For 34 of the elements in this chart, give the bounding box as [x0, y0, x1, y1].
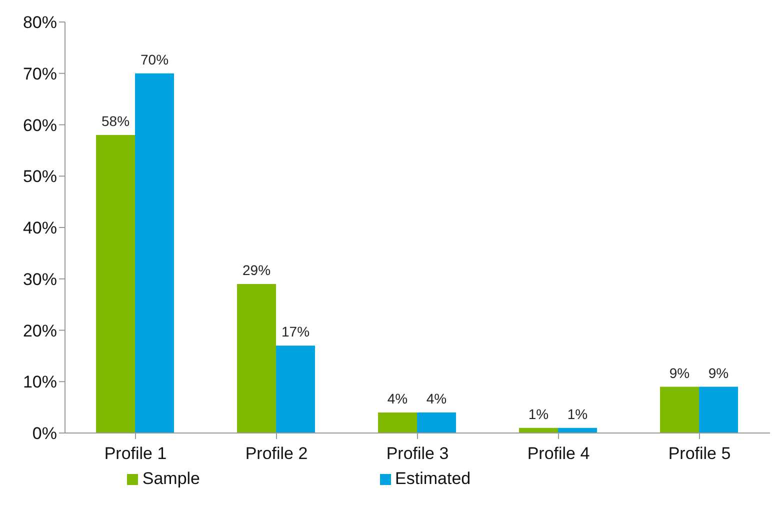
bar	[276, 346, 316, 433]
bar	[237, 284, 276, 433]
legend-label: Estimated	[395, 469, 471, 488]
y-tick-label: 70%	[22, 64, 57, 84]
data-label: 58%	[102, 113, 130, 130]
x-tick-label: Profile 1	[104, 444, 167, 464]
data-label: 1%	[567, 406, 588, 422]
y-tick-label: 60%	[22, 116, 57, 135]
data-label: 9%	[669, 364, 690, 381]
data-label: 9%	[708, 364, 729, 381]
y-tick-label: 50%	[22, 167, 57, 186]
x-tick-label: Profile 4	[527, 444, 590, 464]
data-label: 17%	[282, 324, 310, 340]
x-tick-label: Profile 3	[386, 444, 449, 464]
bar	[660, 386, 700, 433]
data-label: 70%	[140, 51, 169, 68]
y-tick-label: 10%	[22, 372, 57, 392]
y-tick-label: 20%	[22, 321, 57, 340]
bar	[417, 412, 456, 433]
y-tick-label: 0%	[32, 424, 57, 444]
y-tick-label: 30%	[22, 270, 57, 289]
bar	[378, 412, 418, 433]
data-label: 29%	[242, 262, 271, 278]
y-tick-label: 40%	[22, 218, 57, 238]
bar	[135, 73, 174, 433]
x-tick-label: Profile 2	[245, 444, 308, 464]
bar	[96, 135, 136, 433]
data-label: 4%	[426, 390, 447, 406]
data-label: 4%	[387, 390, 408, 406]
bar	[699, 386, 738, 433]
x-tick-label: Profile 5	[668, 444, 731, 464]
legend-label: Sample	[142, 469, 200, 488]
y-tick-label: 80%	[22, 13, 57, 32]
data-label: 1%	[528, 406, 549, 422]
